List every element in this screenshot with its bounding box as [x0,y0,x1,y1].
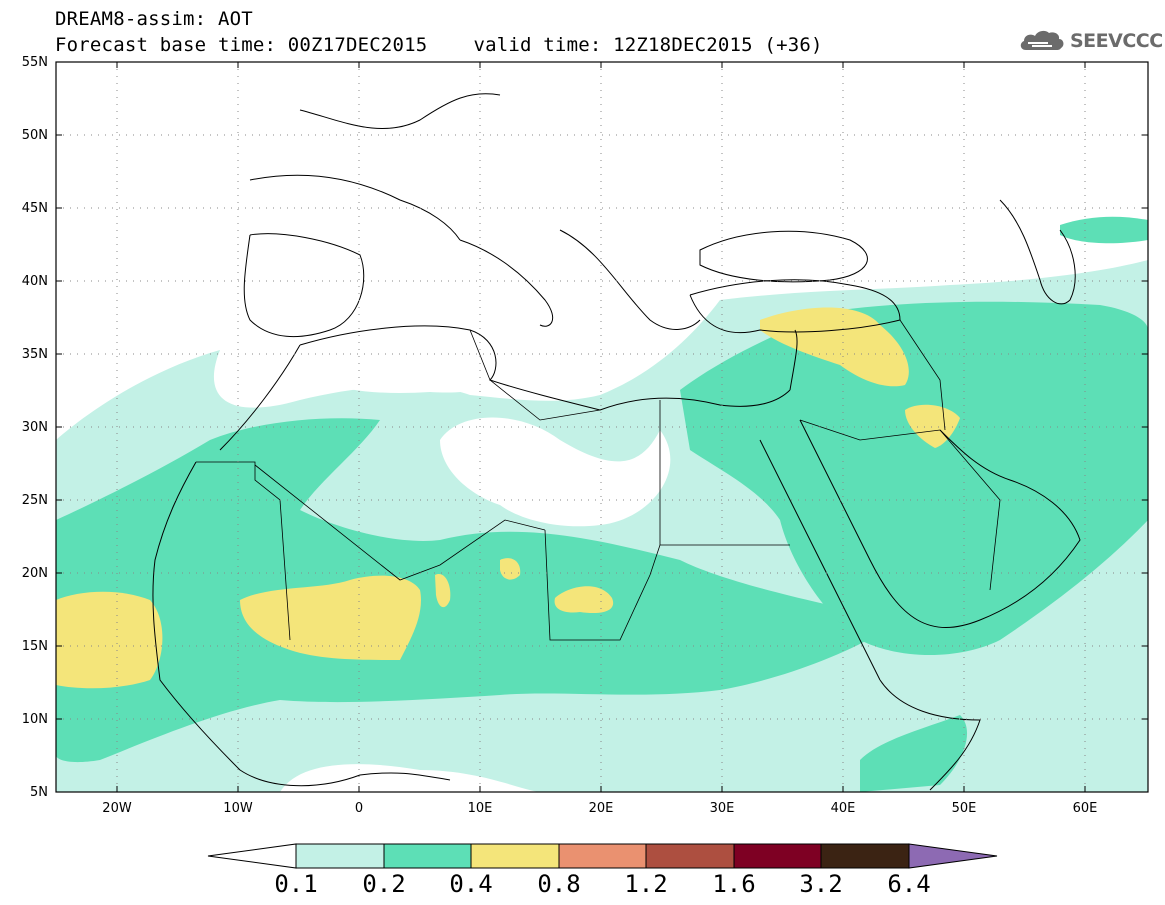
aot-band-0.2-0.4-caspian [1060,216,1148,244]
lon-label: 20W [102,801,132,816]
colorbar-segment [295,843,385,869]
border-saudi [799,419,1001,591]
colorbar-segment [733,843,822,869]
colorbar-label: 6.4 [887,870,931,898]
logo-text: SEEVCCC [1070,30,1163,52]
lat-labels: 5N 10N 15N 20N 25N 30N 35N 40N 45N 50N 5… [22,55,48,800]
lon-labels: 20W 10W 0 10E 20E 30E 40E 50E 60E [102,801,1097,816]
border-tunisia-libya [469,329,601,421]
border-algeria-mali [254,464,546,581]
colorbar-label: 0.1 [274,870,318,898]
cloud-icon [1020,30,1064,50]
lon-label: 0 [355,801,363,816]
coastline-horn-africa [879,679,981,791]
colorbar-label: 1.2 [624,870,668,898]
aot-band-0.4-0.8-syria-iraq [760,307,909,387]
lat-label: 20N [22,566,48,581]
lon-label: 60E [1073,801,1098,816]
colorbar-low-arrow [207,843,297,869]
aot-shading [56,216,1148,792]
aot-band-0.4-0.8-chad [500,558,521,580]
country-borders [196,319,1001,641]
colorbar-label: 3.2 [799,870,843,898]
colorbar-label: 0.2 [362,870,406,898]
border-iraq-iran [899,319,946,431]
valid-time: valid time: 12Z18DEC2015 (+36) [473,34,823,56]
lon-label: 50E [952,801,977,816]
colorbar-label: 0.8 [537,870,581,898]
lat-lon-grid [56,62,1148,792]
lon-label: 30E [710,801,735,816]
colorbar [207,843,998,869]
colorbar-segment [383,843,472,869]
aot-clear-area-med [300,356,485,393]
aot-clear-area-gulf-guinea [280,764,540,792]
coastline-levant-redsea [759,329,881,681]
colorbar-segment [820,843,910,869]
border-mauritania [196,461,291,641]
lat-label: 55N [22,55,48,70]
lat-label: 15N [22,639,48,654]
aot-band-0.4-0.8-niger [435,574,451,608]
coastline-arabia [799,419,1081,628]
lon-label: 20E [589,801,614,816]
time-info-line: Forecast base time: 00Z17DEC2015 valid ti… [55,35,823,55]
lat-label: 25N [22,493,48,508]
colorbar-segment [470,843,560,869]
lat-label: 35N [22,347,48,362]
coastline-west-africa [152,461,451,787]
aot-band-0.2-0.4-horn [860,715,968,792]
aot-band-0.4-0.8-mali [240,575,421,660]
coastline-italy-balkans [459,229,701,330]
lat-label: 40N [22,274,48,289]
lat-label: 30N [22,420,48,435]
aot-band-0.4-0.8-sudan [554,586,614,614]
colorbar-high-arrow [908,843,998,869]
aot-clear-area-sahara [440,417,671,527]
colorbar-segment [558,843,647,869]
colorbar-label: 1.6 [712,870,756,898]
map-title: DREAM8-assim: AOT [55,8,253,30]
lat-label: 45N [22,201,48,216]
lon-label: 10W [223,801,253,816]
colorbar-label: 0.4 [449,870,493,898]
aot-band-0.2-0.4-east [680,301,1148,655]
lon-label: 10E [468,801,493,816]
coastline-caspian [999,199,1076,305]
aot-band-0.4-0.8-senegal [56,591,163,689]
lat-label: 5N [30,785,48,800]
lat-label: 50N [22,128,48,143]
forecast-base-time: Forecast base time: 00Z17DEC2015 [55,34,428,56]
lat-label: 10N [22,712,48,727]
lon-label: 40E [831,801,856,816]
aot-band-0.2-0.4-west [56,418,900,763]
seevccc-logo: SEEVCCC [1018,28,1163,54]
border-chad-sudan [544,529,661,641]
coastline-north-africa [299,325,791,411]
axis-ticks [56,61,1148,793]
coastline-europe-north [249,93,501,241]
coastline-black-sea [699,230,868,283]
coastline-iberia-morocco [219,233,365,451]
colorbar-segment [645,843,735,869]
